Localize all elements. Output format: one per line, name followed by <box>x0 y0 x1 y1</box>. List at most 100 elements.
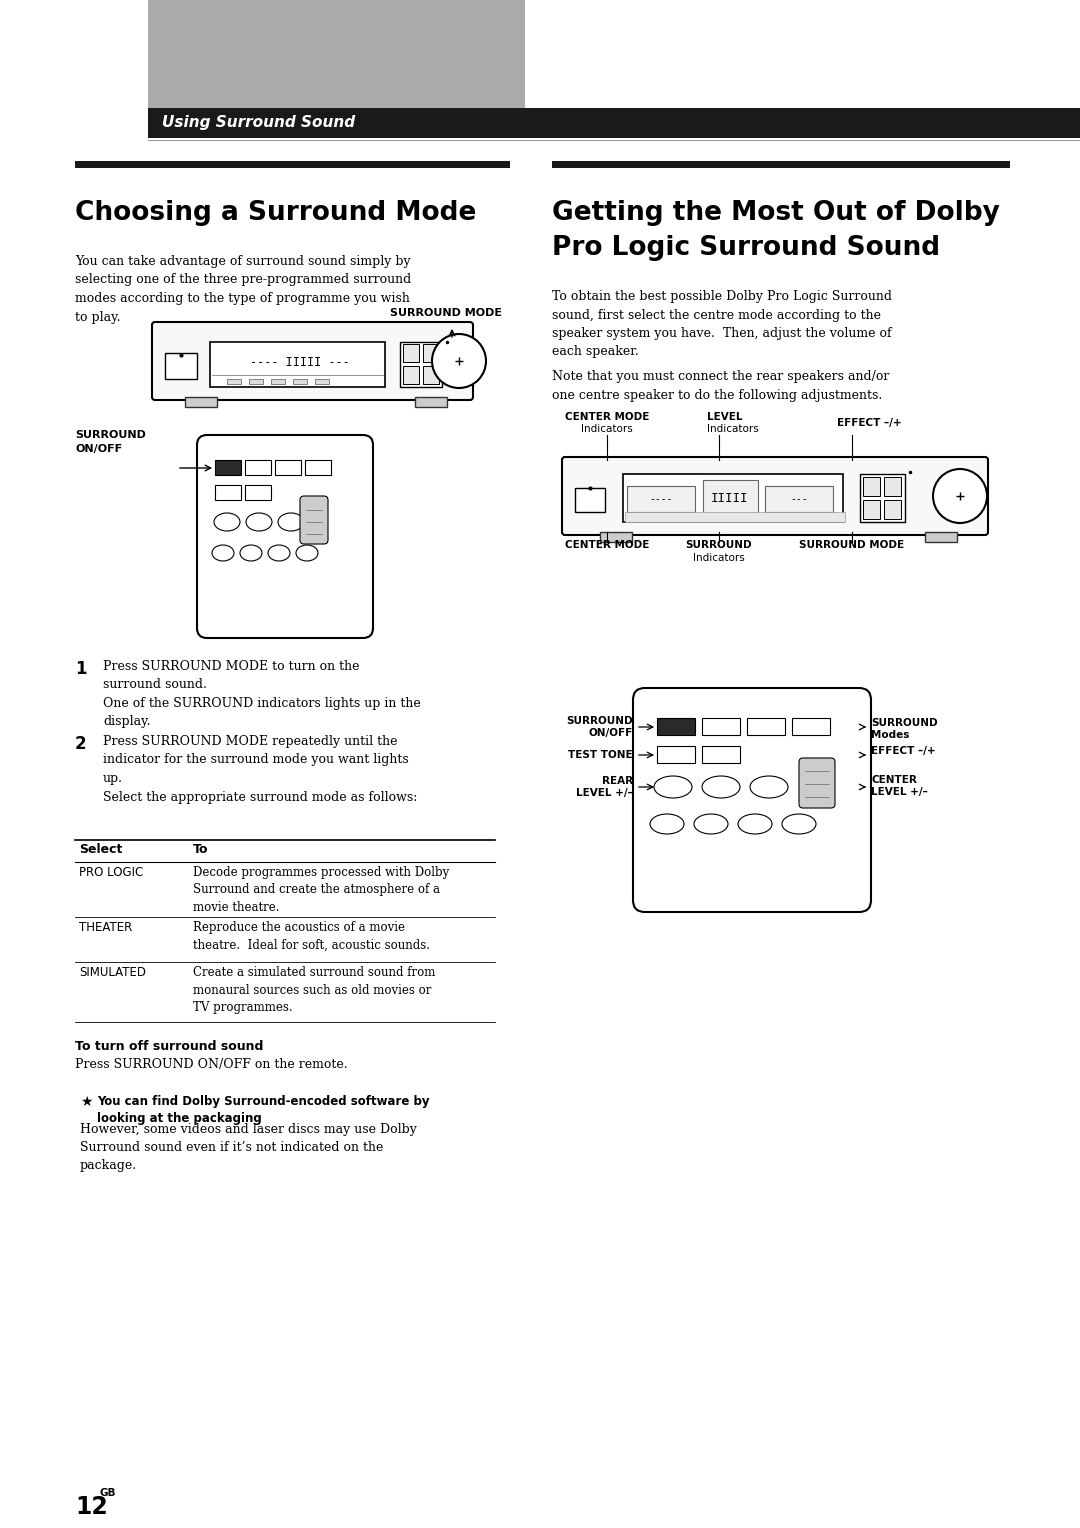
Bar <box>148 0 525 108</box>
Text: ----: ---- <box>649 494 673 504</box>
Text: Indicators: Indicators <box>693 553 745 562</box>
Bar <box>165 353 197 379</box>
Bar <box>657 718 696 735</box>
FancyBboxPatch shape <box>799 758 835 808</box>
Bar <box>305 460 330 475</box>
Bar <box>423 344 438 362</box>
Ellipse shape <box>782 814 816 834</box>
Text: IIIII: IIIII <box>712 492 748 506</box>
Text: TEST TONE: TEST TONE <box>568 750 633 759</box>
Bar <box>400 342 442 387</box>
Bar <box>657 746 696 762</box>
FancyBboxPatch shape <box>633 688 870 912</box>
Bar <box>271 379 285 384</box>
Text: However, some videos and laser discs may use Dolby
Surround sound even if it’s n: However, some videos and laser discs may… <box>80 1123 417 1172</box>
Text: SURROUND
ON/OFF: SURROUND ON/OFF <box>566 715 633 738</box>
Text: Using Surround Sound: Using Surround Sound <box>162 116 355 130</box>
Text: ---: --- <box>791 494 808 504</box>
Text: ★: ★ <box>80 1096 93 1109</box>
Text: SURROUND
ON/OFF: SURROUND ON/OFF <box>75 429 146 454</box>
Bar <box>703 480 758 518</box>
Ellipse shape <box>268 545 291 561</box>
Bar <box>625 512 845 523</box>
Bar <box>747 718 785 735</box>
Bar <box>860 474 905 523</box>
Ellipse shape <box>694 814 728 834</box>
Circle shape <box>432 335 486 388</box>
Bar <box>148 108 1080 138</box>
Bar <box>623 474 843 523</box>
Bar <box>792 718 831 735</box>
Ellipse shape <box>702 776 740 798</box>
Text: SURROUND MODE: SURROUND MODE <box>799 539 905 550</box>
Text: ---- IIIII ---: ---- IIIII --- <box>251 356 350 368</box>
Ellipse shape <box>750 776 788 798</box>
Text: Press SURROUND MODE repeatedly until the
indicator for the surround mode you wan: Press SURROUND MODE repeatedly until the… <box>103 735 417 804</box>
Ellipse shape <box>246 513 272 532</box>
Bar <box>863 500 880 520</box>
Ellipse shape <box>296 545 318 561</box>
Bar <box>293 379 307 384</box>
Bar <box>403 344 419 362</box>
Text: PRO LOGIC: PRO LOGIC <box>79 866 144 879</box>
Bar <box>627 486 696 512</box>
Ellipse shape <box>654 776 692 798</box>
Bar <box>924 532 957 542</box>
Text: REAR
LEVEL +/–: REAR LEVEL +/– <box>577 776 633 798</box>
Bar <box>575 487 605 512</box>
Ellipse shape <box>212 545 234 561</box>
Bar <box>702 718 740 735</box>
Bar <box>885 500 901 520</box>
Text: EFFECT –/+: EFFECT –/+ <box>870 746 935 756</box>
Circle shape <box>933 469 987 523</box>
Bar <box>702 746 740 762</box>
Ellipse shape <box>738 814 772 834</box>
FancyBboxPatch shape <box>300 497 328 544</box>
Bar <box>415 397 447 406</box>
FancyBboxPatch shape <box>562 457 988 535</box>
Bar <box>227 379 241 384</box>
FancyBboxPatch shape <box>152 322 473 400</box>
Text: EFFECT –/+: EFFECT –/+ <box>837 419 902 428</box>
Text: Reproduce the acoustics of a movie
theatre.  Ideal for soft, acoustic sounds.: Reproduce the acoustics of a movie theat… <box>193 921 430 952</box>
Text: 1: 1 <box>75 660 86 678</box>
Text: SURROUND MODE: SURROUND MODE <box>390 309 502 318</box>
Bar <box>215 460 241 475</box>
Text: SIMULATED: SIMULATED <box>79 966 146 979</box>
Bar <box>885 477 901 497</box>
Text: You can find Dolby Surround-encoded software by
looking at the packaging: You can find Dolby Surround-encoded soft… <box>97 1096 430 1125</box>
Text: Press SURROUND MODE to turn on the
surround sound.
One of the SURROUND indicator: Press SURROUND MODE to turn on the surro… <box>103 660 421 729</box>
Text: Decode programmes processed with Dolby
Surround and create the atmosphere of a
m: Decode programmes processed with Dolby S… <box>193 866 449 914</box>
Text: To: To <box>193 843 208 856</box>
Text: SURROUND: SURROUND <box>686 539 753 550</box>
Bar <box>245 484 271 500</box>
Ellipse shape <box>278 513 303 532</box>
Ellipse shape <box>240 545 262 561</box>
Text: Indicators: Indicators <box>581 423 633 434</box>
Bar <box>600 532 632 542</box>
Text: CENTER MODE: CENTER MODE <box>565 539 649 550</box>
Text: You can take advantage of surround sound simply by
selecting one of the three pr: You can take advantage of surround sound… <box>75 255 411 324</box>
FancyBboxPatch shape <box>197 435 373 639</box>
Text: Note that you must connect the rear speakers and/or
one centre speaker to do the: Note that you must connect the rear spea… <box>552 370 889 402</box>
Bar <box>249 379 264 384</box>
Text: Choosing a Surround Mode: Choosing a Surround Mode <box>75 200 476 226</box>
Bar <box>765 486 833 512</box>
Bar <box>403 367 419 384</box>
Bar <box>863 477 880 497</box>
Bar <box>315 379 329 384</box>
Text: 2: 2 <box>75 735 86 753</box>
Text: CENTER MODE: CENTER MODE <box>565 413 649 422</box>
Text: Create a simulated surround sound from
monaural sources such as old movies or
TV: Create a simulated surround sound from m… <box>193 966 435 1015</box>
Text: Pro Logic Surround Sound: Pro Logic Surround Sound <box>552 235 940 261</box>
Bar <box>245 460 271 475</box>
Text: Select: Select <box>79 843 122 856</box>
Text: SURROUND
Modes: SURROUND Modes <box>870 718 937 741</box>
Bar <box>75 160 510 168</box>
Bar <box>423 367 438 384</box>
Text: CENTER
LEVEL +/–: CENTER LEVEL +/– <box>870 775 928 798</box>
Text: Indicators: Indicators <box>707 423 759 434</box>
Bar <box>210 342 384 387</box>
Text: GB: GB <box>99 1488 116 1497</box>
Text: LEVEL: LEVEL <box>707 413 743 422</box>
